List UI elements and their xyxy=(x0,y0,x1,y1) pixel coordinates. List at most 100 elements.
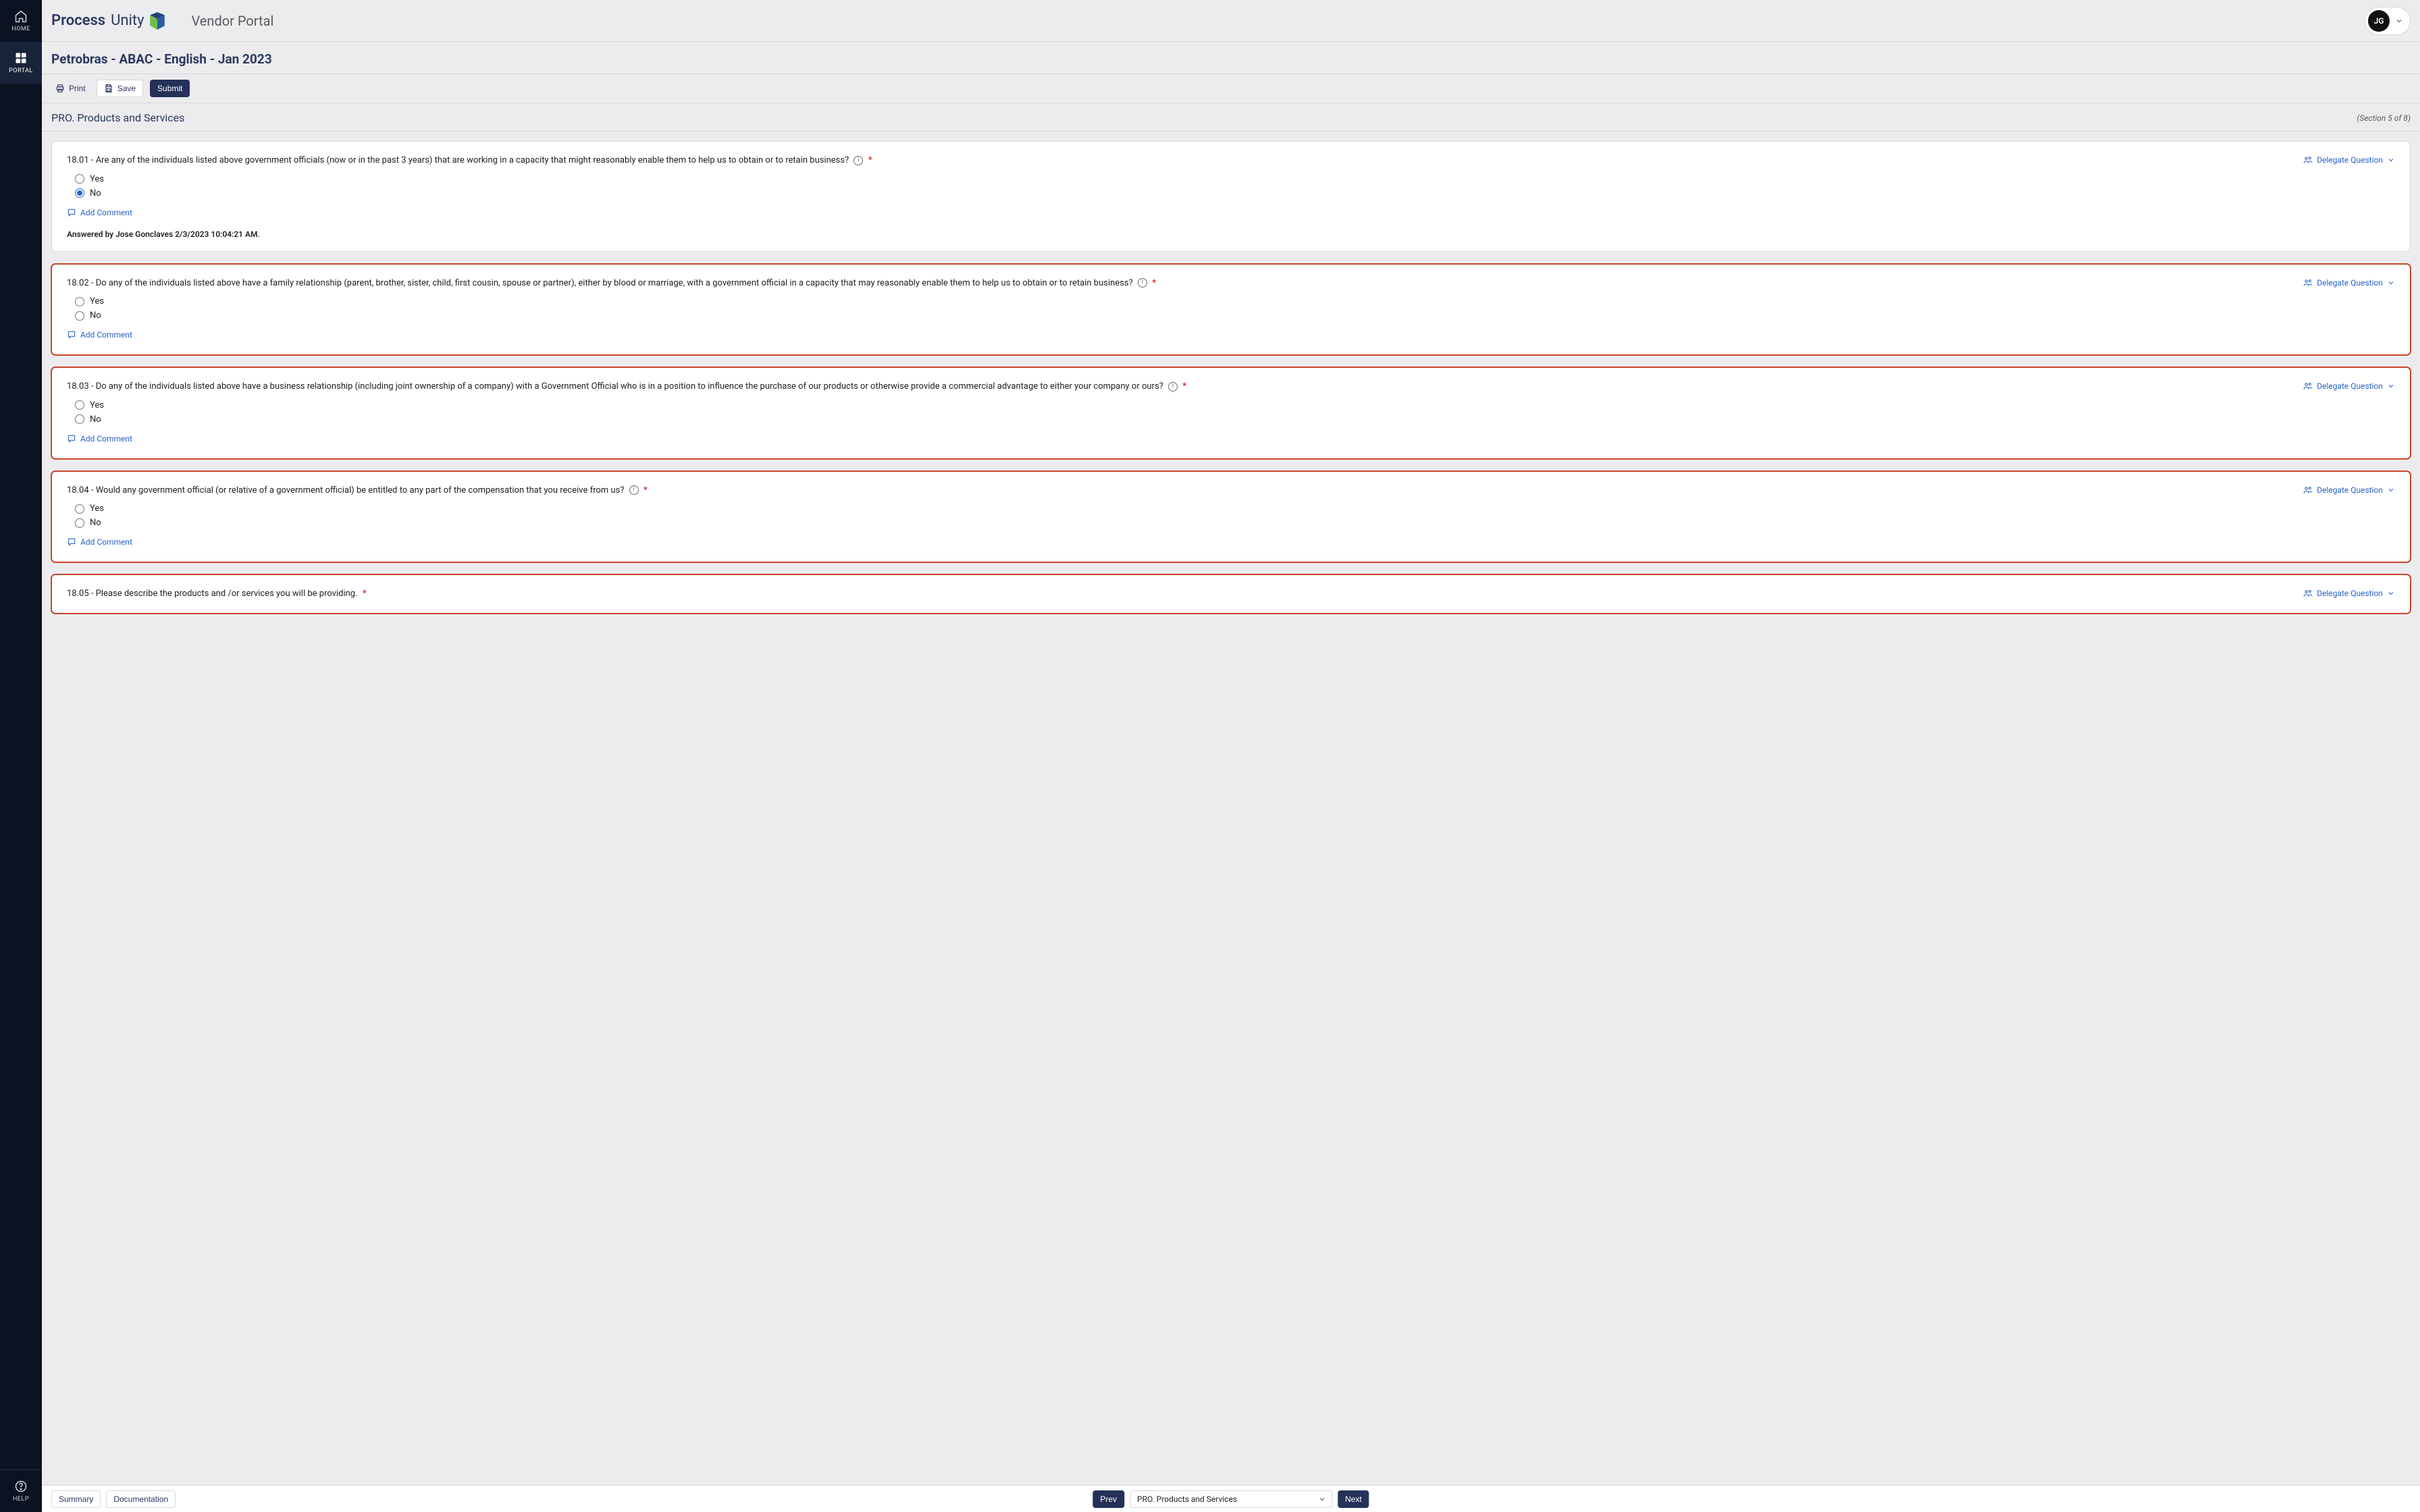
radio-label: No xyxy=(90,310,101,321)
bottombar-center: Prev PRO. Products and Services Next xyxy=(1093,1490,1369,1508)
radio-label: Yes xyxy=(90,296,104,306)
delegate-question-button[interactable]: Delegate Question xyxy=(2303,155,2395,165)
radio-icon xyxy=(75,414,84,424)
avatar: JG xyxy=(2368,10,2390,32)
section-counter: (Section 5 of 8) xyxy=(2357,113,2411,123)
delegate-label: Delegate Question xyxy=(2317,589,2383,598)
chevron-down-icon xyxy=(2387,279,2395,287)
radio-option[interactable]: Yes xyxy=(75,174,2395,184)
people-icon xyxy=(2303,589,2313,598)
sidebar-item-help[interactable]: HELP xyxy=(0,1470,42,1512)
app-title: Vendor Portal xyxy=(192,13,274,29)
people-icon xyxy=(2303,381,2313,391)
submit-button[interactable]: Submit xyxy=(150,80,190,97)
action-toolbar: Print Save Submit xyxy=(42,74,2420,103)
add-comment-label: Add Comment xyxy=(80,208,132,217)
add-comment-button[interactable]: Add Comment xyxy=(67,330,132,340)
section-select-value: PRO. Products and Services xyxy=(1137,1494,1237,1504)
people-icon xyxy=(2303,485,2313,495)
comment-icon xyxy=(67,208,76,217)
grid-icon xyxy=(14,51,28,65)
save-label: Save xyxy=(117,84,136,93)
summary-label: Summary xyxy=(59,1494,93,1504)
section-heading-row: PRO. Products and Services (Section 5 of… xyxy=(42,103,2420,132)
section-select[interactable]: PRO. Products and Services xyxy=(1130,1490,1332,1508)
info-icon[interactable]: i xyxy=(853,156,863,165)
brand-text-primary: Process xyxy=(51,12,105,29)
add-comment-button[interactable]: Add Comment xyxy=(67,537,132,547)
radio-option[interactable]: No xyxy=(75,188,2395,198)
question-text: 18.04 - Would any government official (o… xyxy=(67,484,2292,497)
radio-icon xyxy=(75,504,84,514)
sidebar-item-home[interactable]: HOME xyxy=(0,0,42,42)
next-button[interactable]: Next xyxy=(1338,1490,1369,1508)
radio-option[interactable]: Yes xyxy=(75,504,2395,514)
required-star: * xyxy=(363,589,367,599)
question-card: 18.02 - Do any of the individuals listed… xyxy=(51,264,2411,356)
bottombar: Summary Documentation Prev PRO. Products… xyxy=(42,1485,2420,1512)
chevron-down-icon xyxy=(2387,382,2395,390)
delegate-question-button[interactable]: Delegate Question xyxy=(2303,381,2395,391)
delegate-label: Delegate Question xyxy=(2317,485,2383,495)
submit-label: Submit xyxy=(157,84,182,93)
radio-icon xyxy=(75,188,84,198)
user-menu[interactable]: JG xyxy=(2365,7,2411,35)
next-label: Next xyxy=(1345,1494,1362,1504)
radio-label: Yes xyxy=(90,174,104,184)
delegate-question-button[interactable]: Delegate Question xyxy=(2303,485,2395,495)
left-sidebar: HOME PORTAL HELP xyxy=(0,0,42,1512)
prev-label: Prev xyxy=(1100,1494,1117,1504)
question-card: 18.05 - Please describe the products and… xyxy=(51,574,2411,614)
options: Yes No xyxy=(75,296,2395,321)
home-icon xyxy=(14,9,28,23)
radio-option[interactable]: No xyxy=(75,310,2395,321)
info-icon[interactable]: i xyxy=(1168,382,1178,392)
options: Yes No xyxy=(75,174,2395,198)
page-title: Petrobras - ABAC - English - Jan 2023 xyxy=(42,42,2420,74)
brand-logo: Process Unity xyxy=(51,12,165,30)
question-card: 18.03 - Do any of the individuals listed… xyxy=(51,367,2411,459)
radio-label: Yes xyxy=(90,504,104,514)
question-card: 18.01 - Are any of the individuals liste… xyxy=(51,141,2411,252)
help-icon xyxy=(14,1480,28,1493)
delegate-label: Delegate Question xyxy=(2317,278,2383,288)
brand-text-secondary: Unity xyxy=(111,12,144,29)
question-text: 18.01 - Are any of the individuals liste… xyxy=(67,154,2292,167)
prev-button[interactable]: Prev xyxy=(1093,1490,1124,1508)
delegate-question-button[interactable]: Delegate Question xyxy=(2303,278,2395,288)
radio-option[interactable]: Yes xyxy=(75,400,2395,410)
radio-icon xyxy=(75,400,84,410)
page-scroll[interactable]: Petrobras - ABAC - English - Jan 2023 Pr… xyxy=(42,42,2420,1485)
info-icon[interactable]: i xyxy=(629,485,639,495)
radio-icon xyxy=(75,297,84,306)
section-title: PRO. Products and Services xyxy=(51,111,184,124)
chevron-down-icon xyxy=(2387,486,2395,494)
radio-label: No xyxy=(90,188,101,198)
radio-label: No xyxy=(90,518,101,528)
add-comment-button[interactable]: Add Comment xyxy=(67,208,132,217)
radio-option[interactable]: No xyxy=(75,414,2395,425)
save-icon xyxy=(104,84,113,93)
sidebar-label: HELP xyxy=(13,1496,29,1503)
print-button[interactable]: Print xyxy=(51,80,90,97)
save-button[interactable]: Save xyxy=(97,80,143,97)
radio-icon xyxy=(75,311,84,321)
delegate-label: Delegate Question xyxy=(2317,155,2383,165)
sidebar-label: PORTAL xyxy=(9,68,33,74)
add-comment-button[interactable]: Add Comment xyxy=(67,434,132,443)
chevron-down-icon xyxy=(1318,1495,1326,1503)
comment-icon xyxy=(67,434,76,443)
question-card: 18.04 - Would any government official (o… xyxy=(51,471,2411,563)
people-icon xyxy=(2303,278,2313,288)
sidebar-item-portal[interactable]: PORTAL xyxy=(0,42,42,84)
radio-option[interactable]: Yes xyxy=(75,296,2395,306)
summary-button[interactable]: Summary xyxy=(51,1490,101,1508)
radio-label: Yes xyxy=(90,400,104,410)
chevron-down-icon xyxy=(2395,17,2403,25)
documentation-button[interactable]: Documentation xyxy=(106,1490,176,1508)
add-comment-label: Add Comment xyxy=(80,434,132,443)
delegate-question-button[interactable]: Delegate Question xyxy=(2303,589,2395,598)
topbar: Process Unity Vendor Portal JG xyxy=(42,0,2420,42)
info-icon[interactable]: i xyxy=(1138,278,1147,288)
radio-option[interactable]: No xyxy=(75,518,2395,528)
